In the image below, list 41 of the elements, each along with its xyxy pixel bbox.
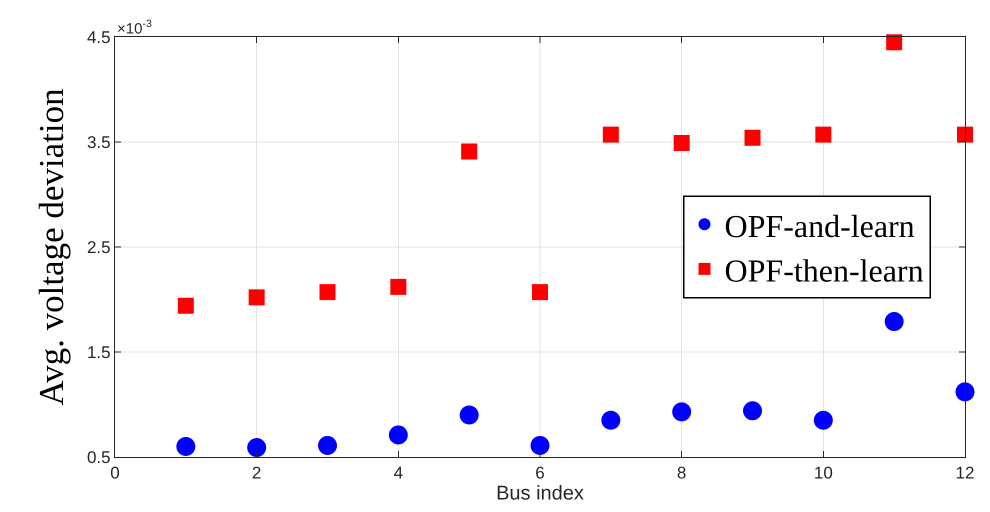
- point: [320, 284, 336, 300]
- x-tick-label: 8: [676, 463, 686, 482]
- point: [602, 126, 619, 143]
- legend-label: OPF-then-learn: [724, 252, 924, 288]
- point: [744, 130, 760, 146]
- point: [178, 298, 194, 314]
- y-tick-label: 3.5: [86, 132, 111, 152]
- point: [318, 436, 337, 455]
- y-tick-label: 0.5: [86, 448, 111, 467]
- x-tick-label: 4: [394, 463, 404, 482]
- point: [460, 406, 479, 424]
- point: [176, 437, 196, 456]
- point: [815, 126, 832, 143]
- point: [814, 410, 833, 430]
- legend-label: OPF-and-learn: [724, 208, 915, 244]
- point: [886, 34, 902, 50]
- point: [248, 289, 265, 306]
- x-axis-title: Bus index: [496, 482, 584, 504]
- point: [532, 284, 548, 300]
- y-axis-title: Avg. voltage deviation: [32, 88, 72, 406]
- point: [601, 410, 620, 430]
- point: [674, 135, 690, 152]
- point: [461, 143, 478, 160]
- point: [956, 382, 974, 402]
- x-tick-label: 0: [110, 463, 120, 482]
- point: [530, 436, 550, 455]
- annotation: ×10$^{-3}$: [117, 18, 152, 38]
- point: [388, 425, 408, 444]
- point: [743, 401, 762, 420]
- y-tick-label: 1.5: [86, 342, 111, 362]
- x-tick-label: 2: [252, 463, 262, 482]
- point: [884, 312, 904, 332]
- x-tick-label: 12: [956, 463, 974, 482]
- point: [247, 438, 266, 458]
- point: [390, 278, 406, 295]
- x-tick-label: 10: [814, 463, 833, 482]
- y-tick-label: 4.5: [86, 28, 111, 47]
- y-tick-label: 2.5: [86, 238, 111, 257]
- point: [672, 402, 692, 422]
- x-tick-label: 6: [535, 463, 545, 482]
- point: [957, 126, 973, 143]
